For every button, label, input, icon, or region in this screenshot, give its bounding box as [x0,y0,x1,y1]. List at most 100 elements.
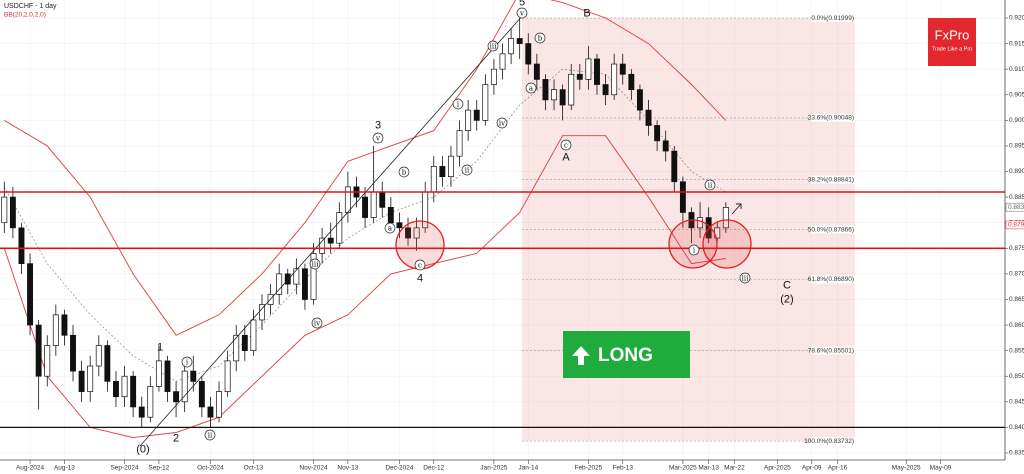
candle-body [636,89,643,111]
price-marker-label: 0.88303 [1008,204,1024,211]
wave-circle [309,258,321,270]
candle-body [155,360,162,387]
candle-body [619,63,626,75]
candle-body [147,386,154,418]
candle-body [35,324,42,377]
x-tick-label: Dec-12 [423,465,444,472]
wave-circle [487,40,499,52]
candle-body [387,207,394,224]
wave-circle [181,356,193,368]
candle-body [370,191,377,218]
fib-label: 50.0%(0.87866) [808,226,854,233]
candle-body [396,222,403,229]
wave-label: C [783,279,791,291]
wave-circle [311,317,323,329]
candle-body [138,406,145,418]
x-tick-label: May-09 [930,465,952,472]
candle-body [61,314,68,336]
wave-label: iii [742,275,749,283]
y-tick-label: 0.87500 [1009,245,1024,252]
candle-body [27,263,34,326]
candles [1,18,729,428]
candle-body [113,381,119,398]
y-tick-label: 0.91000 [1009,66,1024,73]
wave-label: b [402,169,407,177]
x-tick-label: Mar-13 [698,465,719,472]
y-tick-label: 0.87000 [1009,271,1024,278]
candle-body [542,79,549,101]
fib-label: 61.8%(0.86890) [808,276,854,283]
wave-circle [204,429,216,441]
x-tick-label: Mar-22 [724,465,745,472]
wave-circle [704,179,716,191]
chart-title: USDCHF - 1 day [4,3,57,10]
x-tick-label: Aug-2024 [16,465,45,472]
candle-body [44,345,51,377]
x-tick-label: Nov-13 [337,465,358,472]
candle-body [430,166,437,193]
highlight-circle [702,219,752,269]
up-arrow [572,346,590,365]
y-tick-label: 0.92000 [1009,15,1024,22]
candle-body [516,38,523,44]
fib-label: 100.0%(0.83732) [804,438,854,445]
candle-body [499,53,506,70]
y-tick-label: 0.86500 [1009,296,1024,303]
candle-body [602,84,609,96]
candle-body [344,186,351,213]
candle-body [722,207,729,229]
candle-body [95,345,102,367]
candle-body [508,38,515,55]
candle-body [250,319,257,351]
fib-label-bg [811,175,855,184]
bb-middle [4,68,726,382]
wave-label: ii [208,432,213,440]
x-tick-label: Mar-2025 [669,465,697,472]
wave-label: iv [499,120,505,128]
candle-body [310,253,317,300]
fib-label: 0.0%(0.91999) [811,15,854,22]
wave-label: ii [708,182,713,190]
y-tick-label: 0.84000 [1009,424,1024,431]
wave-circle [452,98,464,110]
fib-label: 38.2%(0.88841) [808,176,854,183]
wave-labels: 5v BbiiiacAiiiiv3vbac4iiiivi1ii2(0)iiiiii… [136,0,793,455]
wave-circle [516,7,528,19]
y-tick-label: 0.89500 [1009,143,1024,150]
candle-body [207,406,214,418]
candle-body [568,73,575,106]
x-tick-label: Feb-2025 [574,465,602,472]
candle-body [448,155,454,177]
x-tick-label: Feb-13 [612,465,633,472]
candle-body [611,63,618,96]
bollinger-bands [3,0,727,439]
wave-circle [414,259,426,271]
candle-body [224,360,231,392]
wave-label: A [562,151,570,163]
wave-circle [739,272,751,284]
candle-body [697,217,704,229]
x-tick-label: Oct-13 [244,465,264,472]
wave-label: 4 [417,272,423,284]
candle-body [362,196,369,218]
x-tick-label: Apr-09 [802,465,822,472]
candle-body [293,268,300,285]
x-tick-label: Sep-2024 [110,465,139,472]
candle-body [9,196,16,229]
wave-label: 3 [375,119,381,131]
x-tick-label: Jan-14 [518,465,538,472]
fib-label: 23.6%(0.90048) [808,115,854,122]
candle-body [662,140,669,152]
candle-body [654,125,661,142]
wave-circle [461,164,473,176]
candle-body [559,89,566,106]
candle-body [52,314,59,346]
price-marker-label: 0.87957 [1008,222,1024,229]
x-tick-label: Oct-2024 [197,465,224,472]
wave-label: 1 [157,341,163,353]
fib-label-bg [811,14,855,23]
candle-body [551,89,557,101]
candle-body [284,273,291,285]
wave-label: v [519,10,524,18]
